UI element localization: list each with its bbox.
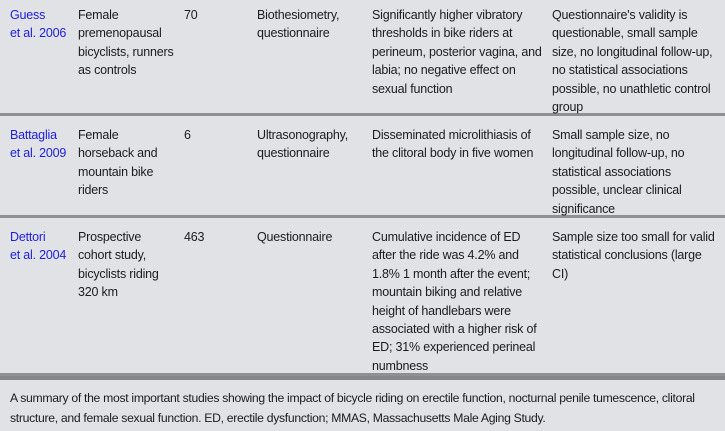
study-citation-cell: Dettori et al. 2004 xyxy=(0,228,78,373)
study-results: Cumulative incidence of ED after the rid… xyxy=(372,230,537,373)
study-citation-link[interactable]: Guess et al. 2006 xyxy=(10,8,67,41)
study-citation-link[interactable]: Dettori et al. 2004 xyxy=(10,230,67,263)
study-sample-size: 463 xyxy=(184,230,205,244)
table-row: Dettori et al. 2004 Prospective cohort s… xyxy=(0,218,725,376)
table-row: Battaglia et al. 2009 Female horseback a… xyxy=(0,116,725,218)
study-population: Female premenopausal bicyclists, runners… xyxy=(78,8,174,78)
study-citation-link[interactable]: Battaglia et al. 2009 xyxy=(10,128,67,161)
study-sample-size: 70 xyxy=(184,8,198,22)
study-population: Female horseback and mountain bike rider… xyxy=(78,128,158,198)
study-methods: Ultrasonography, questionnaire xyxy=(257,128,349,161)
study-results: Disseminated microlithiasis of the clito… xyxy=(372,128,534,161)
study-limitations: Small sample size, no longitudinal follo… xyxy=(552,128,685,216)
study-methods: Biothesiometry, questionnaire xyxy=(257,8,340,41)
study-limitations: Questionnaire's validity is questionable… xyxy=(552,8,713,115)
study-population: Prospective cohort study, bicyclists rid… xyxy=(78,230,159,300)
table-caption: A summary of the most important studies … xyxy=(0,376,725,428)
study-results: Significantly higher vibratory threshold… xyxy=(372,8,542,96)
study-citation-cell: Guess et al. 2006 xyxy=(0,6,78,113)
study-sample-size: 6 xyxy=(184,128,191,142)
study-methods: Questionnaire xyxy=(257,230,333,244)
table-row: Guess et al. 2006 Female premenopausal b… xyxy=(0,0,725,116)
study-citation-cell: Battaglia et al. 2009 xyxy=(0,126,78,215)
study-limitations: Sample size too small for valid statisti… xyxy=(552,230,715,281)
